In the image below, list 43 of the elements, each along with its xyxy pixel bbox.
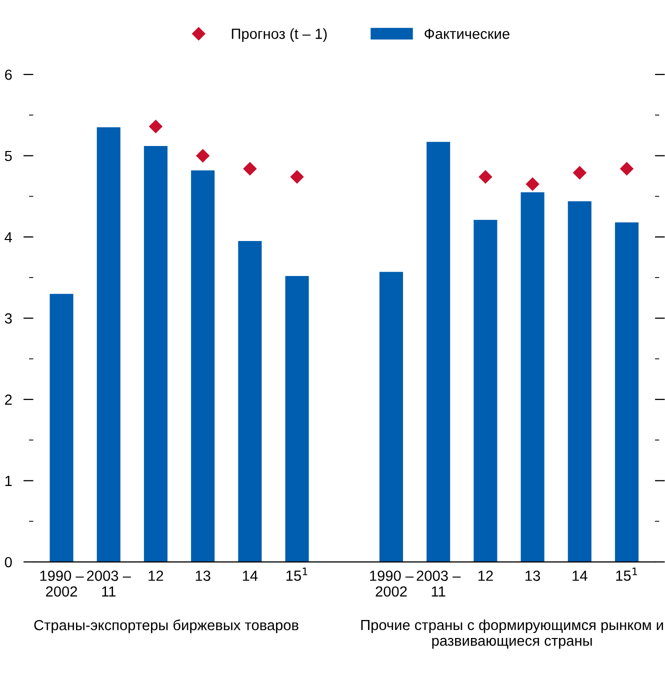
bar bbox=[568, 201, 592, 562]
point bbox=[290, 170, 304, 184]
x-tick-label: 15$^{1}$ bbox=[286, 568, 308, 581]
x-tick-label: 1990 – 2002 bbox=[40, 570, 84, 597]
bar bbox=[96, 127, 120, 562]
point bbox=[573, 166, 586, 180]
y-tick-label: 3 bbox=[4, 313, 12, 324]
x-tick-label: 2003 – 11 bbox=[416, 570, 461, 597]
y-tick-label: 0 bbox=[4, 557, 12, 568]
x-tick-label: 13 bbox=[526, 570, 540, 581]
point bbox=[243, 162, 257, 176]
x-tick-label: 1990 – 2002 bbox=[370, 570, 414, 597]
x-tick-label: 12 bbox=[148, 570, 164, 581]
point bbox=[196, 149, 210, 162]
x-tick-label: 2003 – 11 bbox=[87, 570, 131, 597]
point bbox=[620, 162, 634, 176]
bar bbox=[520, 192, 544, 562]
bar bbox=[614, 222, 639, 562]
y-tick-label: 6 bbox=[5, 70, 12, 80]
text: Страны-экспортеры биржевых товаров bbox=[34, 619, 298, 634]
y-tick-label: 4 bbox=[4, 232, 12, 242]
x-tick-label: 12 bbox=[478, 570, 493, 581]
y-tick-label: 5 bbox=[4, 150, 12, 162]
y-tick-label: 2 bbox=[5, 394, 12, 405]
bar bbox=[474, 220, 498, 562]
bar bbox=[285, 276, 309, 562]
y-tick-label: 1 bbox=[5, 476, 12, 486]
x-tick-label: 15$^{1}$ bbox=[616, 568, 638, 581]
x-tick-label: 13 bbox=[196, 570, 210, 581]
bar bbox=[191, 170, 215, 562]
legend-label: Фактические bbox=[424, 28, 510, 39]
bar bbox=[426, 142, 450, 562]
point bbox=[149, 120, 162, 134]
bar bbox=[50, 294, 74, 562]
point bbox=[526, 178, 540, 191]
bar bbox=[379, 272, 404, 562]
text: Прочие страны с формирующимся рынком и развивающиеся страны bbox=[361, 619, 663, 649]
x-tick-label: 14 bbox=[242, 570, 258, 581]
x-tick-label: 14 bbox=[572, 570, 588, 581]
point bbox=[478, 170, 492, 184]
bar bbox=[238, 241, 262, 562]
legend-label: Прогноз (t – 1) bbox=[232, 28, 327, 42]
bar bbox=[144, 146, 168, 562]
